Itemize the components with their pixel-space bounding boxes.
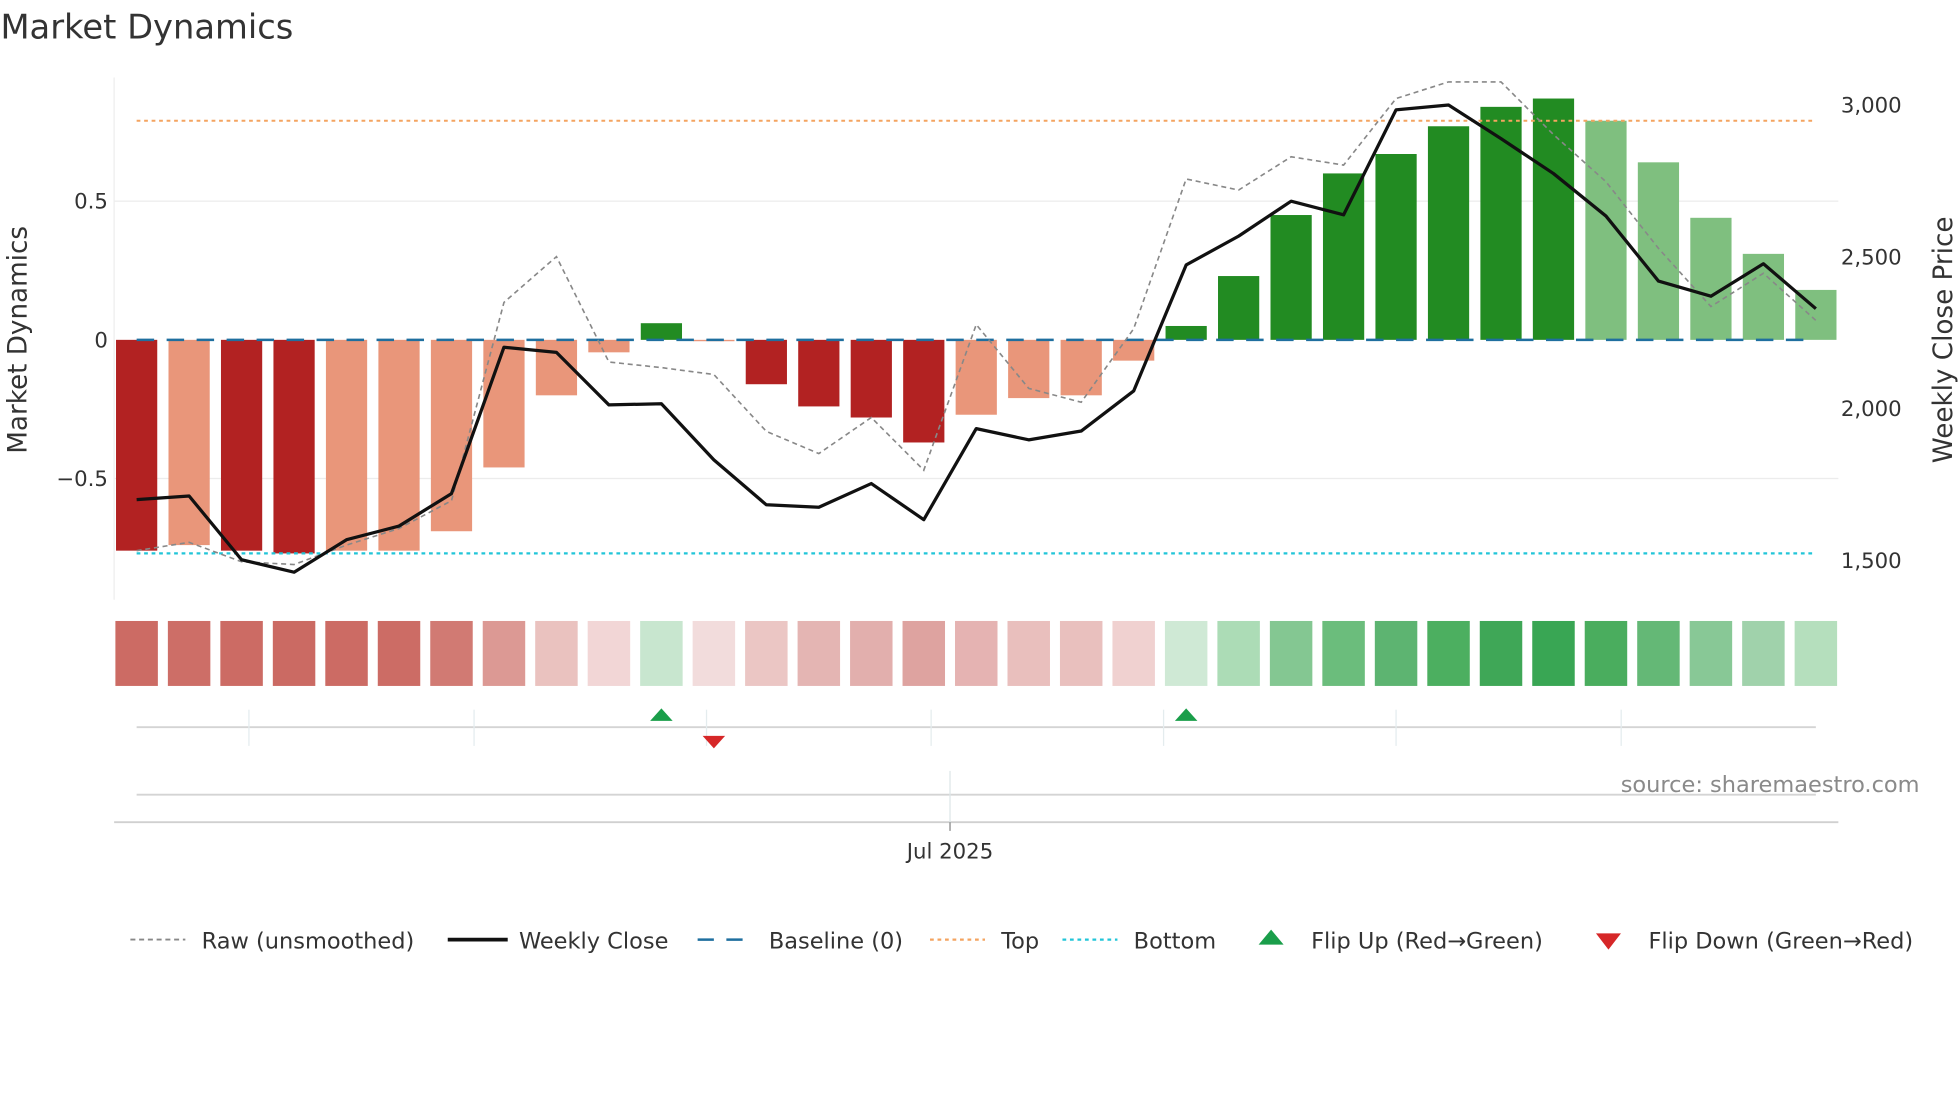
bar: [1165, 325, 1207, 340]
heat-cell: [692, 620, 736, 686]
legend-label: Bottom: [1134, 928, 1216, 954]
bar: [1008, 339, 1050, 399]
heat-cell: [535, 620, 578, 686]
legend-label: Baseline (0): [769, 928, 903, 954]
heat-cell: [745, 620, 788, 686]
bar: [588, 339, 630, 353]
heat-cell: [955, 620, 998, 686]
heat-cell: [850, 620, 893, 686]
heat-cell: [325, 620, 368, 686]
y2-tick-label: 2,000: [1841, 397, 1902, 422]
legend-label: Flip Down (Green→Red): [1648, 928, 1913, 954]
heat-cell: [430, 620, 473, 686]
y-tick-label: 0.5: [74, 190, 108, 215]
legend-flip-up-icon: [1258, 929, 1284, 945]
legend-label: Raw (unsmoothed): [202, 928, 415, 954]
y2-tick-label: 3,000: [1841, 93, 1902, 118]
heat-cell: [587, 620, 631, 686]
reference-lines: [136, 119, 1816, 555]
x-tick-label: Jul 2025: [905, 839, 993, 864]
bar: [273, 339, 315, 554]
bar: [1480, 106, 1522, 340]
bar: [745, 339, 787, 385]
heat-cell: [1532, 620, 1575, 686]
source-label: source: sharemaestro.com: [1621, 772, 1920, 798]
heat-cell: [167, 620, 211, 686]
bar: [955, 339, 997, 415]
bar: [1322, 173, 1365, 340]
heat-cell: [1007, 620, 1050, 686]
y-tick-label: −0.5: [56, 467, 108, 492]
heat-cell: [1794, 620, 1838, 686]
x-axis: Jul 2025: [114, 770, 1839, 864]
legend-label: Flip Up (Red→Green): [1311, 928, 1543, 954]
bar: [483, 339, 525, 468]
heat-cell: [1374, 620, 1418, 686]
heat-cell: [1269, 620, 1313, 686]
legend-label: Weekly Close: [519, 928, 668, 954]
heat-cell: [1164, 620, 1208, 686]
y-axis-right: 3,000 2,500 2,000 1,500: [1841, 93, 1902, 573]
heat-cell: [1322, 620, 1365, 686]
heat-cell: [482, 620, 526, 686]
bar: [325, 339, 368, 551]
y2-tick-label: 2,500: [1841, 245, 1902, 270]
flip-up-marker: [1174, 708, 1198, 721]
heat-cell: [797, 620, 841, 686]
legend-flip-down-icon: [1595, 933, 1621, 950]
bar: [378, 339, 420, 551]
bar: [850, 339, 892, 418]
weekly-close-line: [136, 103, 1817, 574]
series-lines: [136, 81, 1817, 574]
bar: [640, 323, 683, 340]
legend-label: Top: [1000, 928, 1039, 954]
heat-cell: [1059, 620, 1103, 686]
y-tick-label: 0: [94, 328, 108, 353]
flip-down-marker: [702, 735, 726, 749]
heat-cell: [640, 620, 683, 686]
heat-cell: [220, 620, 263, 686]
heat-cell: [1742, 620, 1785, 686]
bar: [1742, 253, 1785, 340]
heat-cell: [272, 620, 316, 686]
bars: [116, 98, 1837, 554]
heat-cell: [1427, 620, 1470, 686]
bar: [1532, 98, 1575, 340]
raw-line: [136, 81, 1817, 566]
bar: [1060, 339, 1102, 396]
heat-cell: [115, 620, 158, 686]
bar: [1690, 217, 1732, 340]
legend: Raw (unsmoothed) Weekly Close Baseline (0)…: [130, 928, 1913, 954]
y-axis-label: Market Dynamics: [4, 226, 34, 454]
heat-cell: [902, 620, 946, 686]
bar: [1585, 120, 1627, 340]
heat-cell: [1479, 620, 1523, 686]
bar: [1427, 126, 1470, 340]
flip-panel: [136, 708, 1816, 749]
bar: [1637, 162, 1680, 340]
bar: [1218, 276, 1260, 340]
heat-cell: [1689, 620, 1733, 686]
bar: [1113, 339, 1155, 361]
heat-cell: [1584, 620, 1628, 686]
bar: [903, 339, 945, 443]
flip-up-marker: [650, 708, 673, 721]
heat-strip: [115, 620, 1838, 686]
y2-tick-label: 1,500: [1841, 549, 1902, 574]
chart-title: Market Dynamics: [0, 8, 293, 47]
y2-axis-label: Weekly Close Price: [1929, 217, 1959, 464]
bar: [116, 339, 158, 551]
heat-cell: [1217, 620, 1260, 686]
heat-cell: [1112, 620, 1155, 686]
bar: [1375, 154, 1417, 340]
bar: [798, 339, 840, 407]
bar: [220, 339, 263, 551]
bar: [1270, 215, 1312, 340]
y-axis-left: 0.5 0 −0.5: [56, 190, 108, 492]
heat-cell: [377, 620, 421, 686]
heat-cell: [1637, 620, 1680, 686]
